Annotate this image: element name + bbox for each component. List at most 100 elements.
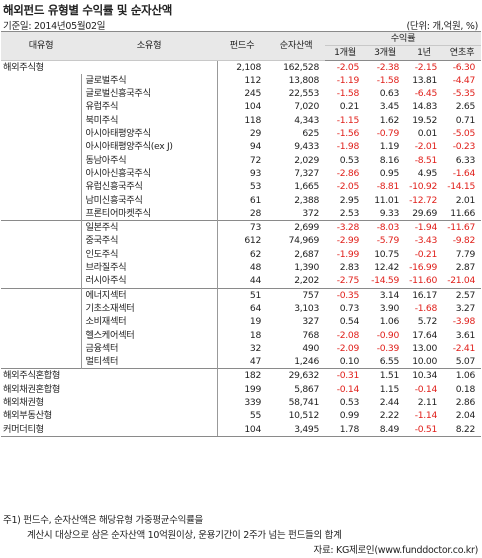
- cell-minor: 에너지섹터: [80, 287, 218, 302]
- cell-y1: -16.99: [409, 262, 437, 274]
- cell-minor: 아시아태평양주식: [80, 127, 218, 141]
- cell-ytd: 3.61: [455, 329, 476, 341]
- cell-ytd: 2.65: [455, 101, 476, 113]
- cell-y1: 13.00: [412, 342, 437, 354]
- cell-assets: 13,808: [288, 74, 320, 86]
- cell-y1: 0.01: [417, 128, 438, 140]
- cell-y1: 10.00: [412, 356, 437, 368]
- cell-m3: -8.03: [365, 220, 405, 235]
- table-row: 기초소재섹터 64 3,103 0.73 3.90 -1.68 3.27: [1, 301, 481, 316]
- cell-major: 해외부동산형: [3, 410, 52, 422]
- cell-assets: 74,969: [288, 235, 320, 247]
- table-row: 헬스케어섹터 18 768 -2.08 -0.90 17.64 3.61: [1, 328, 481, 342]
- cell-major: [1, 180, 81, 193]
- cell-minor: 남미신흥국주식: [80, 193, 218, 207]
- cell-m3: 2.22: [379, 410, 400, 422]
- cell-m1: -1.19: [336, 74, 360, 86]
- cell-assets: 4,343: [294, 114, 319, 126]
- cell-m3: -8.81: [376, 181, 400, 193]
- cell-minor: 동남아주식: [80, 153, 218, 167]
- cell-minor: 멀티섹터: [80, 355, 218, 369]
- table-row: 에너지섹터 51 757 -0.35 3.14 16.17 2.57: [1, 287, 482, 302]
- cell-major: [1, 287, 81, 302]
- cell-major: [1, 261, 81, 274]
- cell-ytd: 2.87: [455, 262, 476, 274]
- cell-m1: 0.10: [339, 356, 360, 368]
- cell-m3: 8.49: [365, 422, 405, 437]
- cell-ytd: 0.18: [455, 383, 476, 395]
- cell-major: [1, 220, 81, 235]
- cell-major: [1, 274, 81, 288]
- cell-major: [1, 234, 81, 247]
- cell-minor: 유럽주식: [80, 100, 218, 114]
- cell-m1: -2.09: [336, 342, 360, 354]
- cell-minor: 글로벌주식: [80, 73, 218, 88]
- cell-minor: 일본주식: [80, 220, 218, 235]
- cell-major: [1, 248, 81, 261]
- header-major-type: 대유형: [1, 31, 81, 61]
- cell-ytd: -5.35: [452, 88, 476, 100]
- cell-m1: 2.95: [339, 194, 360, 206]
- table-row: 해외채권혼합형 199 5,867 -0.14 1.15 -0.14 0.18: [1, 382, 481, 397]
- cell-count: 199: [244, 383, 261, 395]
- cell-y1: -3.43: [414, 235, 438, 247]
- cell-major: [1, 127, 81, 140]
- cell-major: [1, 100, 81, 113]
- cell-m1: 1.78: [325, 422, 365, 437]
- cell-assets: 490: [302, 342, 319, 354]
- table-row: 프론티어마켓주식 28 372 2.53 9.33 29.69 11.66: [1, 206, 481, 221]
- cell-major: [1, 329, 81, 342]
- cell-y1: -10.92: [409, 181, 437, 193]
- cell-m1: -2.08: [336, 329, 360, 341]
- cell-count: 339: [244, 397, 261, 409]
- cell-m3: 6.55: [379, 356, 400, 368]
- cell-minor: 헬스케어섹터: [80, 328, 218, 342]
- cell-major: [1, 207, 81, 221]
- footnote-line-2: 계산시 대상으로 삼은 순자산액 10억원이상, 운용기간이 2주가 넘는 펀드…: [27, 530, 342, 541]
- cell-y1: -12.72: [409, 194, 437, 206]
- cell-y1: 17.64: [412, 329, 437, 341]
- table-row: 러시아주식 44 2,202 -2.75 -14.59 -11.60 -21.04: [1, 274, 481, 289]
- cell-minor: 아시아신흥국주식: [80, 166, 218, 181]
- cell-count: 28: [249, 207, 261, 219]
- cell-count: 2,108: [236, 61, 261, 73]
- table-row: 해외채권형 339 58,741 0.53 2.44 2.11 2.86: [1, 396, 481, 410]
- cell-assets: 1,246: [294, 356, 319, 368]
- cell-ytd: -14.15: [447, 181, 476, 193]
- cell-m1: 0.53: [339, 397, 360, 409]
- cell-count: 61: [249, 194, 261, 206]
- cell-minor: 북미주식: [80, 113, 218, 128]
- table-row: 글로벌주식 112 13,808 -1.19 -1.58 13.81 -4.47: [1, 73, 481, 88]
- cell-count: 32: [249, 342, 261, 354]
- cell-ytd: 2.86: [455, 397, 476, 409]
- cell-m1: -2.99: [336, 235, 360, 247]
- table-row: 중국주식 612 74,969 -2.99 -5.79 -3.43 -9.82: [1, 234, 481, 248]
- cell-minor: 금융섹터: [80, 341, 218, 356]
- cell-assets: 625: [302, 128, 319, 140]
- cell-minor: [81, 382, 218, 397]
- cell-m1: -3.28: [325, 220, 365, 235]
- cell-minor: 인도주식: [80, 247, 218, 262]
- cell-ytd: 2.01: [455, 194, 476, 206]
- footnote-line-1: 주1) 펀드수, 순자산액은 해당유형 가중평균수익률을: [3, 515, 203, 526]
- cell-m1: -2.05: [336, 181, 360, 193]
- table-row: 인도주식 62 2,687 -1.99 10.75 -0.21 7.79: [1, 247, 481, 262]
- cell-major: [1, 154, 81, 167]
- cell-count: 72: [249, 154, 261, 166]
- cell-count: 182: [217, 368, 267, 383]
- cell-ytd: 3.27: [455, 302, 476, 314]
- cell-ytd: 6.33: [455, 154, 476, 166]
- cell-m1: -2.75: [336, 275, 360, 287]
- cell-m1: -2.86: [336, 167, 360, 179]
- cell-major: [1, 355, 81, 369]
- cell-minor: 중국주식: [80, 234, 218, 248]
- table-row: 멀티섹터 47 1,246 0.10 6.55 10.00 5.07: [1, 355, 481, 369]
- cell-m3: 1.06: [379, 316, 400, 328]
- table-row: 유럽신흥국주식 53 1,665 -2.05 -8.81 -10.92 -14.15: [1, 180, 481, 194]
- cell-y1: -6.45: [414, 88, 438, 100]
- cell-assets: 1,390: [294, 262, 319, 274]
- cell-assets: 3,103: [294, 302, 319, 314]
- cell-ytd: -11.67: [443, 220, 482, 235]
- cell-y1: -1.68: [414, 302, 438, 314]
- cell-m3: -14.59: [371, 275, 399, 287]
